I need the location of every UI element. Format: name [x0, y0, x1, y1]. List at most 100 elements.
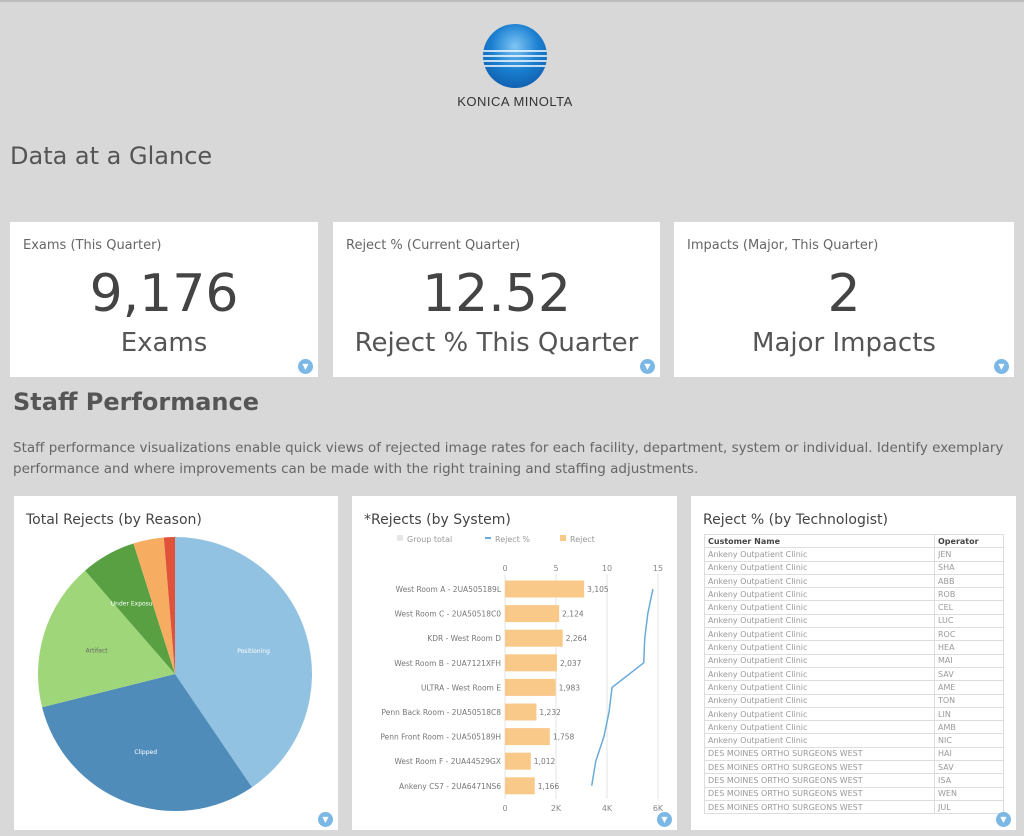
pie-panel: Total Rejects (by Reason) Positioning Cli… [14, 496, 338, 830]
kpi-title: Exams (This Quarter) [23, 238, 162, 253]
chart-title: *Rejects (by System) [364, 512, 511, 528]
customer-cell: Ankeny Outpatient Clinic [704, 573, 935, 589]
table-row[interactable]: Ankeny Outpatient Clinic HEA [704, 640, 1004, 655]
table-row[interactable]: Ankeny Outpatient Clinic JEN [704, 547, 1004, 562]
bar-panel: *Rejects (by System) Group total Reject %… [352, 496, 677, 830]
page-title: Data at a Glance [10, 142, 213, 170]
table-row[interactable]: Ankeny Outpatient Clinic ROC [704, 627, 1004, 642]
operator-cell: ROB [934, 587, 1004, 602]
column-header[interactable]: Operator [934, 533, 1004, 549]
bar [505, 654, 557, 672]
table-row[interactable]: Ankeny Outpatient Clinic ROB [704, 587, 1004, 602]
operator-cell: WEN [934, 786, 1004, 801]
bar [505, 752, 531, 770]
bar-value-label: 2,124 [562, 610, 584, 619]
customer-cell: DES MOINES ORTHO SURGEONS WEST [704, 746, 935, 762]
operator-cell: SAV [934, 666, 1004, 682]
operator-cell: ROC [934, 627, 1004, 642]
column-header[interactable]: Customer Name [704, 533, 935, 549]
pie-slice [133, 537, 175, 674]
customer-cell: Ankeny Outpatient Clinic [704, 627, 935, 642]
x-top-tick-label: 5 [553, 564, 558, 573]
technologist-table: Customer Name Operator Ankeny Outpatient … [704, 533, 1004, 815]
table-row[interactable]: DES MOINES ORTHO SURGEONS WEST WEN [704, 786, 1004, 801]
chart-title: Reject % (by Technologist) [703, 512, 888, 528]
pie-slice [163, 537, 175, 674]
category-label: West Room F - 2UA44529GX [394, 757, 501, 766]
chart-title: Total Rejects (by Reason) [26, 512, 202, 528]
table-row[interactable]: Ankeny Outpatient Clinic LIN [704, 706, 1004, 722]
filter-icon[interactable]: ▼ [298, 359, 313, 374]
customer-cell: DES MOINES ORTHO SURGEONS WEST [704, 760, 935, 775]
bar [505, 703, 537, 721]
customer-cell: Ankeny Outpatient Clinic [704, 547, 935, 562]
slice-label: Under Exposure [111, 600, 159, 607]
customer-cell: Ankeny Outpatient Clinic [704, 653, 935, 668]
operator-cell: SAV [934, 760, 1004, 775]
customer-cell: Ankeny Outpatient Clinic [704, 706, 935, 722]
section-description: Staff performance visualizations enable … [13, 440, 1004, 477]
bar-chart: Group total Reject % Reject 0 0 2K 5 4K 10 6K 15 We… [380, 535, 664, 813]
filter-icon[interactable]: ▼ [994, 359, 1009, 374]
kpi-value: 12.52 [422, 264, 571, 324]
category-label: West Room C - 2UA50518C0 [394, 610, 501, 619]
pie-slice [175, 537, 313, 788]
x-tick-label: 2K [551, 804, 562, 813]
table-row[interactable]: Ankeny Outpatient Clinic ABB [704, 573, 1004, 589]
filter-icon[interactable]: ▼ [318, 812, 333, 827]
legend-swatch [560, 535, 566, 541]
table-row[interactable]: Ankeny Outpatient Clinic AMB [704, 720, 1004, 735]
customer-cell: Ankeny Outpatient Clinic [704, 720, 935, 735]
slice-label: Positioning [237, 648, 270, 655]
operator-cell: HEA [934, 640, 1004, 655]
konica-minolta-logo: KONICA MINOLTA [440, 24, 590, 109]
table-row[interactable]: Ankeny Outpatient Clinic SAV [704, 666, 1004, 682]
globe-icon [483, 24, 547, 88]
filter-icon[interactable]: ▼ [640, 359, 655, 374]
table-row[interactable]: Ankeny Outpatient Clinic CEL [704, 600, 1004, 615]
operator-cell: TON [934, 693, 1004, 708]
logo-text: KONICA MINOLTA [457, 94, 573, 109]
reject-pct-line [590, 588, 654, 786]
category-label: KDR - West Room D [427, 634, 501, 643]
slice-label: Clipped [134, 749, 157, 756]
table-row[interactable]: Ankeny Outpatient Clinic TON [704, 693, 1004, 708]
kpi-unit: Exams [120, 328, 208, 358]
customer-cell: Ankeny Outpatient Clinic [704, 600, 935, 615]
operator-cell: HAI [934, 746, 1004, 762]
operator-cell: JUL [934, 799, 1004, 815]
bar-value-label: 1,012 [534, 757, 556, 766]
bar [505, 678, 556, 696]
bar-value-label: 2,264 [566, 634, 588, 643]
filter-icon[interactable]: ▼ [657, 812, 672, 827]
section-title: Staff Performance [13, 388, 260, 416]
x-tick-label: 0 [502, 804, 507, 813]
legend-swatch [397, 535, 403, 541]
legend-label: Reject [570, 535, 595, 544]
table-row[interactable]: Ankeny Outpatient Clinic NIC [704, 733, 1004, 748]
bar-value-label: 1,983 [559, 683, 581, 692]
pie-slice [42, 674, 253, 811]
category-label: West Room B - 2UA7121XFH [394, 659, 501, 668]
kpi-unit: Major Impacts [752, 328, 936, 358]
table-row[interactable]: Ankeny Outpatient Clinic AME [704, 680, 1004, 695]
table-row[interactable]: DES MOINES ORTHO SURGEONS WEST HAI [704, 746, 1004, 762]
table-row[interactable]: DES MOINES ORTHO SURGEONS WEST SAV [704, 760, 1004, 775]
bar [505, 777, 535, 795]
pie-slice [85, 543, 175, 674]
table-row[interactable]: Ankeny Outpatient Clinic LUC [704, 613, 1004, 629]
x-top-tick-label: 0 [502, 564, 507, 573]
operator-cell: LUC [934, 613, 1004, 629]
filter-icon[interactable]: ▼ [996, 812, 1011, 827]
operator-cell: CEL [934, 600, 1004, 615]
bar-value-label: 1,758 [553, 733, 575, 742]
table-row[interactable]: Ankeny Outpatient Clinic SHA [704, 560, 1004, 575]
kpi-card-reject-pct: Reject % (Current Quarter) 12.52 Reject … [333, 222, 660, 377]
category-label: ULTRA - West Room E [421, 683, 501, 692]
pie-chart: Positioning Clipped Artifact Under Exposure [38, 537, 313, 811]
bar [505, 728, 550, 746]
table-row[interactable]: DES MOINES ORTHO SURGEONS WEST JUL [704, 799, 1004, 815]
table-row[interactable]: DES MOINES ORTHO SURGEONS WEST ISA [704, 773, 1004, 788]
table-row[interactable]: Ankeny Outpatient Clinic MAI [704, 653, 1004, 668]
customer-cell: Ankeny Outpatient Clinic [704, 587, 935, 602]
